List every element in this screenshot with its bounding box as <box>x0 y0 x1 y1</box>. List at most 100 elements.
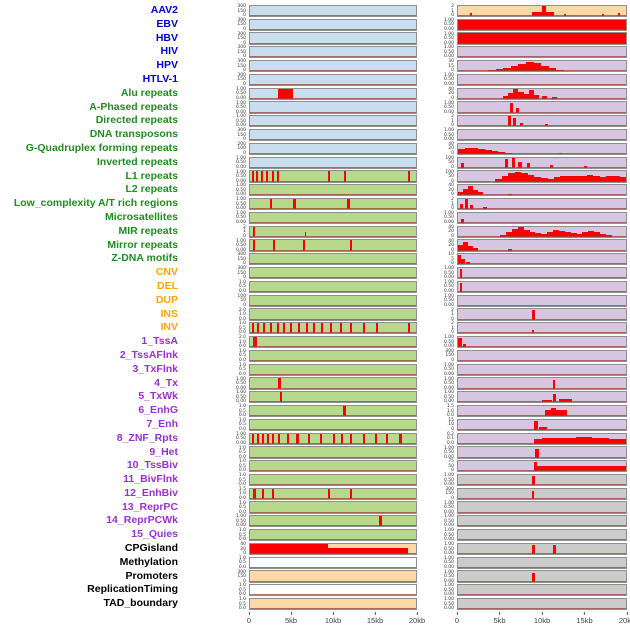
y-tick-label: 0.50 <box>235 436 246 442</box>
y-tick-label: 0.50 <box>443 394 454 400</box>
zero-baseline <box>458 497 626 499</box>
y-tick-label: 0 <box>451 178 454 184</box>
y-tick-label: 40 <box>240 542 246 548</box>
y-tick-label: 0.50 <box>443 450 454 455</box>
row-label-l2-repeats: L2 repeats <box>125 183 178 196</box>
y-tick-label: 1.00 <box>443 72 454 78</box>
y-tick-label: 0.5 <box>238 367 246 373</box>
left-track-panel <box>249 73 417 86</box>
y-tick-label: 0 <box>451 357 454 363</box>
zero-baseline <box>458 594 626 596</box>
zero-baseline <box>458 180 626 182</box>
y-tick-label: 1.00 <box>443 445 454 451</box>
track-row: DEL 1.0 0.5 0.0 1.00 0.50 0.00 <box>3 280 627 294</box>
zero-baseline <box>458 304 626 306</box>
zero-baseline <box>458 290 626 292</box>
signal-bar <box>293 198 296 210</box>
left-track-panel <box>249 418 417 431</box>
signal-bar <box>551 408 557 417</box>
y-tick-label: 0.00 <box>235 192 246 198</box>
y-tick-label: 0 <box>451 316 454 322</box>
y-tick-label: 0 <box>451 495 454 501</box>
row-label-4-tx: 4_Tx <box>154 376 178 389</box>
zero-baseline <box>250 235 416 237</box>
y-tick-label: 2.0 <box>238 307 246 313</box>
y-tick-label: 0.5 <box>238 560 246 566</box>
zero-baseline <box>458 359 626 361</box>
right-track-panel <box>457 446 627 459</box>
y-tick-label: 300 <box>237 17 246 23</box>
right-track-panel <box>457 73 627 86</box>
y-tick-label: 1.00 <box>443 31 454 37</box>
y-tick-label: 2 <box>451 114 454 120</box>
right-track-panel <box>457 322 627 335</box>
y-tick-label: 0.50 <box>443 298 454 304</box>
left-track-panel <box>249 253 417 266</box>
y-tick-label: 0.00 <box>443 109 454 115</box>
signal-bar <box>582 232 589 237</box>
signal-bar <box>513 118 517 127</box>
left-track-panel <box>249 598 417 611</box>
zero-baseline <box>458 484 626 486</box>
y-tick-label: 1 <box>451 325 454 331</box>
signal-bar <box>576 233 583 237</box>
y-tick-label: 0.0 <box>238 316 246 322</box>
y-tick-label: 0.00 <box>443 275 454 281</box>
track-row: EBV 300 150 0 1.00 0.50 0.00 <box>3 18 627 32</box>
right-track-panel <box>457 584 627 597</box>
right-track-panel <box>457 253 627 266</box>
row-label-10-tssbiv: 10_TssBiv <box>126 459 178 472</box>
row-label-promoters: Promoters <box>125 569 178 582</box>
zero-baseline <box>250 221 416 223</box>
zero-baseline <box>250 525 416 527</box>
left-y-axis-ticks: 300 150 0 <box>178 59 249 73</box>
signal-bar <box>511 157 516 168</box>
signal-bar <box>531 544 535 555</box>
y-tick-label: 0.0 <box>446 440 454 446</box>
right-track-panel <box>457 4 627 17</box>
x-tick-label: 15kb <box>576 616 593 625</box>
signal-bar <box>533 420 538 430</box>
right-track-panel <box>457 308 627 321</box>
zero-baseline <box>250 290 416 292</box>
signal-bar <box>253 240 256 251</box>
signal-bar <box>511 228 518 237</box>
right-y-axis-ticks: 40 20 0 <box>417 183 457 197</box>
signal-bar <box>478 149 485 154</box>
right-y-axis-ticks: 1.00 0.50 0.00 <box>417 446 457 460</box>
y-tick-label: 2.0 <box>238 335 246 341</box>
signal-bar <box>542 437 551 444</box>
y-tick-label: 40 <box>448 183 454 189</box>
y-tick-label: 150 <box>237 49 246 55</box>
y-tick-label: 150 <box>237 8 246 14</box>
y-tick-label: 300 <box>237 266 246 272</box>
signal-bar <box>526 163 531 168</box>
y-tick-label: 0.00 <box>235 219 246 225</box>
zero-baseline <box>250 511 416 513</box>
left-y-axis-ticks: 1.0 0.5 0.0 <box>178 363 249 377</box>
y-tick-label: 0.50 <box>443 546 454 552</box>
y-tick-label: 300 <box>237 59 246 65</box>
signal-bar <box>584 436 593 444</box>
signal-bar <box>518 91 524 99</box>
track-row: 10_TssBiv 1.0 0.5 0.0 75 50 0 <box>3 459 627 473</box>
y-tick-label: 1.00 <box>235 390 246 396</box>
track-row: DNA transposons 300 150 0 1.00 0.50 0.00 <box>3 128 627 142</box>
x-tick-label: 10kb <box>533 616 551 625</box>
track-row: TAD_boundary 1.0 0.5 0.0 1.00 0.50 0.00 <box>3 597 627 611</box>
y-tick-label: 0.50 <box>443 601 454 607</box>
y-tick-label: 0.50 <box>235 381 246 387</box>
zero-baseline <box>458 249 626 251</box>
y-tick-label: 0 <box>243 261 246 267</box>
track-row: 1_TssA 2.0 1.0 0.0 1.00 0.50 0.00 <box>3 335 627 349</box>
y-tick-label: 1 <box>451 312 454 318</box>
row-label-a-phased-repeats: A-Phased repeats <box>89 100 178 113</box>
zero-baseline <box>458 263 626 265</box>
right-y-axis-ticks: 1.00 0.50 0.00 <box>417 266 457 280</box>
signal-bar <box>534 176 541 182</box>
track-row: DUP 100 50 0 1.00 0.50 0.00 <box>3 294 627 308</box>
left-track-panel <box>249 584 417 597</box>
y-tick-label: 0.50 <box>443 587 454 593</box>
row-label-dna-transposons: DNA transposons <box>89 128 178 141</box>
